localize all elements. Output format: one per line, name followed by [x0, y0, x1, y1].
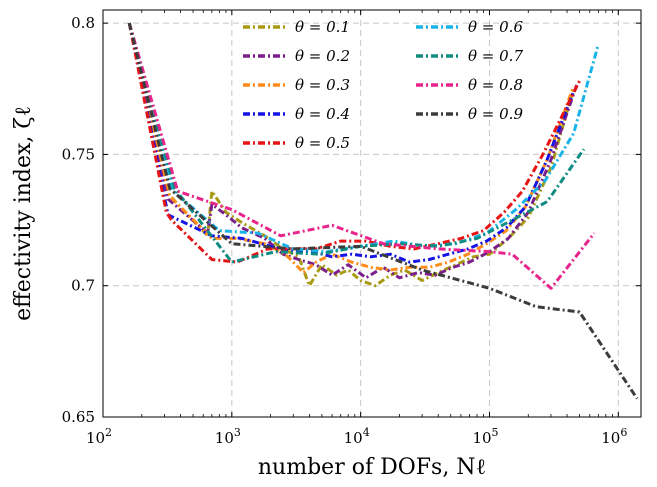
x-tick-label: 102 — [86, 426, 112, 447]
series-line-theta-5 — [127, 22, 581, 264]
legend-label: θ = 0.4 — [295, 105, 350, 123]
legend-label: θ = 0.5 — [295, 134, 350, 152]
series-line-theta-7 — [127, 22, 586, 264]
y-tick-label: 0.65 — [62, 408, 95, 426]
legend-label: θ = 0.9 — [468, 105, 523, 123]
series-line-theta-6 — [127, 22, 600, 254]
legend-label: θ = 0.8 — [468, 76, 523, 94]
series-lines — [127, 22, 639, 400]
series-line-theta-9 — [127, 22, 639, 400]
x-tick-label: 104 — [344, 426, 370, 447]
legend: θ = 0.1 θ = 0.2 θ = 0.3 θ = 0.4 θ = 0.5 θ = 0… — [243, 18, 523, 152]
series-line-theta-2 — [127, 22, 579, 280]
x-tick-label: 106 — [601, 426, 627, 447]
x-axis-label: number of DOFs, Nℓ — [258, 455, 486, 480]
legend-label: θ = 0.1 — [295, 18, 350, 36]
y-tick-label: 0.7 — [71, 277, 95, 295]
series-line-theta-4 — [127, 22, 575, 264]
legend-label: θ = 0.3 — [295, 76, 350, 94]
series-line-theta-8 — [127, 22, 596, 290]
legend-label: θ = 0.2 — [295, 47, 350, 65]
series-line-theta-3 — [127, 22, 576, 275]
plot-frame — [102, 9, 642, 418]
legend-label: θ = 0.6 — [468, 18, 523, 36]
axis-ticks: 102 103 104 105 106 0.65 0.7 0.75 0.8 — [62, 10, 641, 447]
legend-label: θ = 0.7 — [468, 47, 523, 65]
y-axis-label: effectivity index, ζℓ — [11, 106, 36, 321]
x-tick-label: 105 — [472, 426, 498, 447]
y-tick-label: 0.75 — [62, 145, 95, 163]
y-tick-label: 0.8 — [71, 14, 95, 32]
x-tick-label: 103 — [215, 426, 241, 447]
